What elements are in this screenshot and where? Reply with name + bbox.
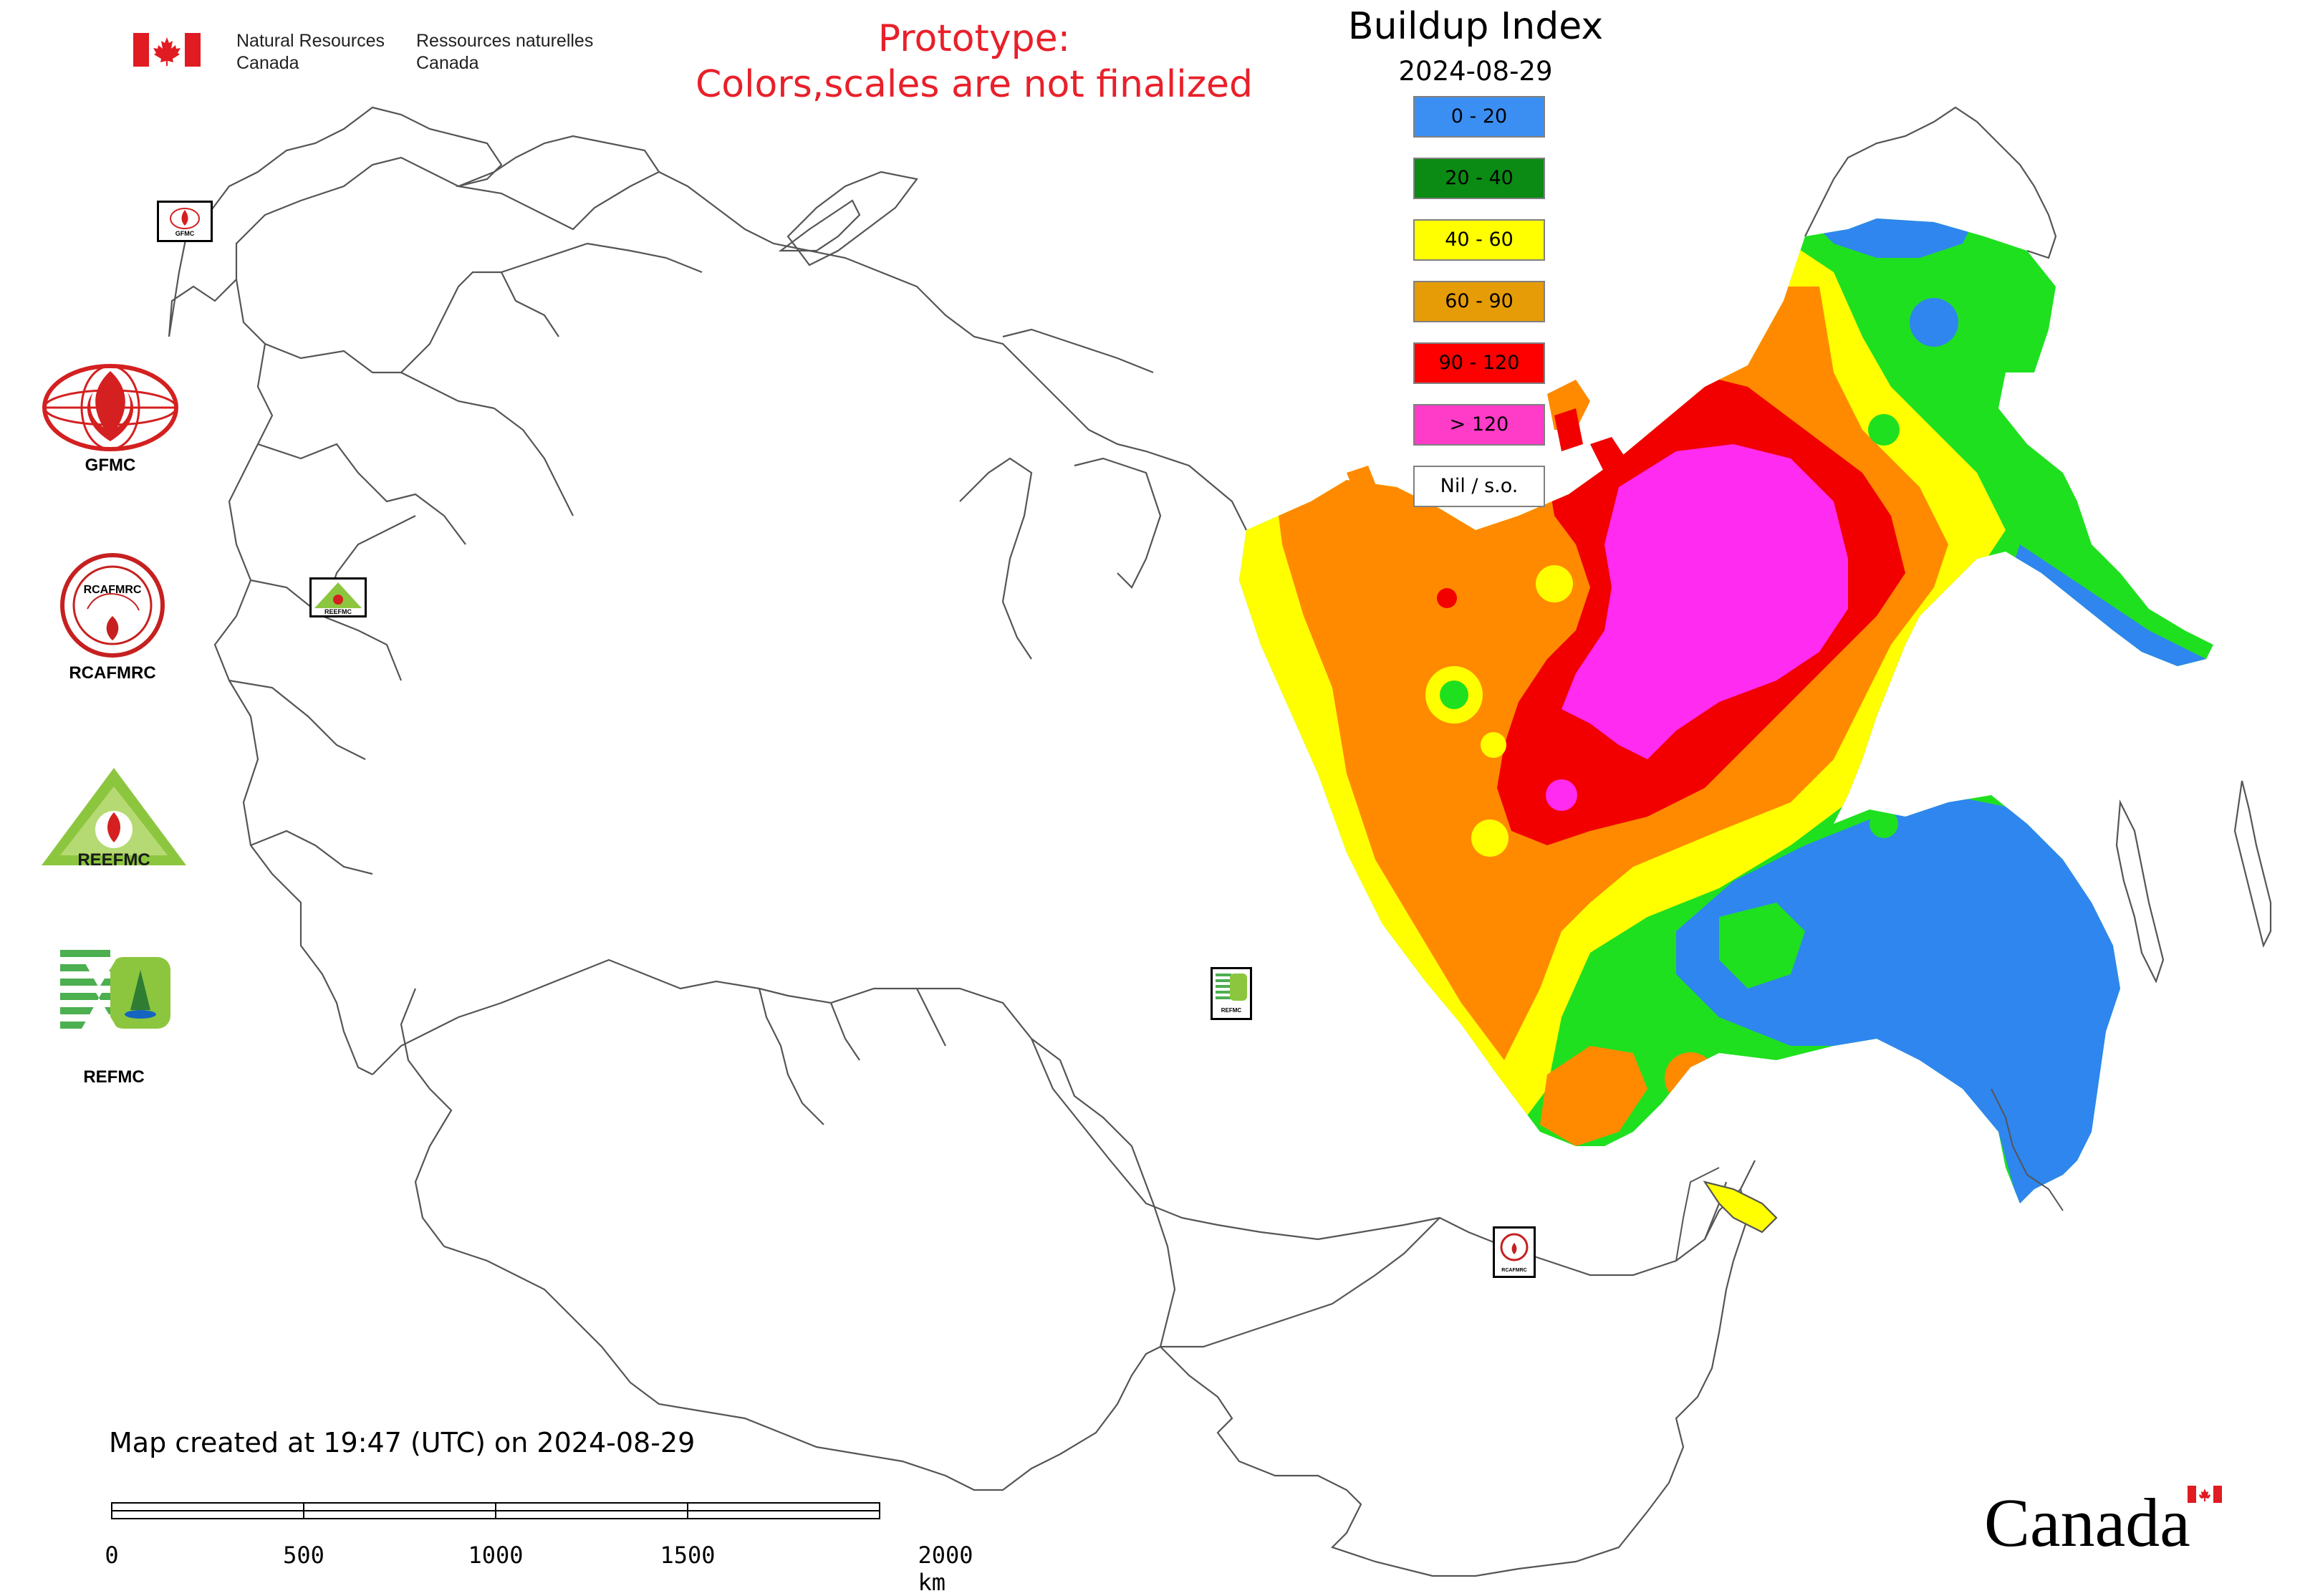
outline-kaz-east [1031, 1038, 1176, 1347]
outline-mongolia-south [1160, 1260, 1735, 1577]
buildup-index-raster [1239, 218, 2213, 1203]
refmc-logo [60, 946, 170, 1039]
outline-caspian-west [400, 988, 453, 1247]
outline-gydan [1074, 457, 1162, 589]
small-rcafmrc-text: RCAFMRC [1501, 1268, 1526, 1273]
data-region-outline [1675, 1167, 1720, 1261]
canada-wordmark: Canada [1984, 1483, 2228, 1562]
prototype-notice: Prototype: Colors,scales are not finaliz… [645, 16, 1304, 107]
map-title: Buildup Index [1347, 5, 1604, 48]
rcafmrc-inner-label: RCAFMRC [84, 584, 142, 596]
legend-item-40-60: 40 - 60 [1413, 219, 1545, 261]
legend-item-0-20: 0 - 20 [1413, 96, 1545, 138]
wordmark-flag-icon [2188, 1486, 2222, 1503]
scale-bar: 0 500 1000 1500 2000 km [105, 1497, 973, 1596]
small-gfmc-text: GFMC [175, 230, 195, 237]
outline-north-coast [658, 171, 1247, 531]
outline-sakhalin [2115, 799, 2165, 984]
legend: 0 - 20 20 - 40 40 - 60 60 - 90 90 - 120 … [1413, 96, 1545, 511]
legend-item-20-40: 20 - 40 [1413, 158, 1545, 199]
outline-chukotka [1804, 106, 2057, 259]
zone-gt-120 [1562, 444, 1848, 759]
outline-kola [455, 135, 660, 231]
scale-tick-1000: 1000 [468, 1542, 524, 1569]
prototype-line-1: Prototype: [877, 17, 1071, 60]
small-refmc-icon: REFMC [1216, 974, 1247, 1014]
refmc-label: REFMC [83, 1067, 145, 1087]
outline-west-border [213, 279, 373, 1075]
legend-item-60-90: 60 - 90 [1413, 281, 1545, 322]
canada-wordmark-text: Canada [1984, 1484, 2190, 1561]
zone-0-20-kamchatka [2006, 544, 2206, 673]
reefmc-wordmark: REEFMC [77, 850, 150, 870]
outline-mongolia [1160, 1217, 1440, 1348]
map-date: 2024-08-29 [1398, 56, 1553, 87]
zone-0-20-anadyr [1910, 298, 1958, 347]
gfmc-logo [42, 364, 178, 451]
outline-yamal [959, 457, 1033, 660]
outline-scandinavia [168, 106, 503, 337]
legend-item-gt-120: > 120 [1413, 404, 1545, 446]
zone-0-20-southeast [1676, 795, 2120, 1203]
reefmc-logo: REEFMC [42, 768, 186, 870]
small-refmc-text: REFMC [1221, 1007, 1242, 1014]
island-patch-orange-2 [1347, 466, 1382, 509]
prototype-line-2: Colors,scales are not finalized [695, 63, 1254, 106]
scale-tick-500: 500 [283, 1542, 324, 1569]
small-reefmc-marker: REEFMC [309, 577, 367, 617]
outline-novaya-zemlya [786, 170, 918, 266]
scale-tick-2000: 2000 km [918, 1542, 973, 1596]
small-rcafmrc-icon: RCAFMRC [1500, 1233, 1529, 1273]
rcafmrc-logo: RCAFMRC [60, 553, 165, 658]
department-name-en: Natural Resources Canada [236, 31, 385, 73]
outline-korea-border [1991, 1088, 2064, 1211]
legend-item-nil: Nil / s.o. [1413, 466, 1545, 507]
scale-bar-graphic [111, 1502, 880, 1519]
gfmc-label: GFMC [85, 456, 136, 475]
zone-gt-120-spot [1546, 779, 1577, 811]
scale-tick-0: 0 [105, 1542, 119, 1569]
scale-tick-1500: 1500 [660, 1542, 716, 1569]
nrcan-signature: Natural Resources Canada Ressources natu… [133, 26, 620, 76]
rcafmrc-label: RCAFMRC [69, 663, 156, 683]
small-refmc-marker: REFMC [1211, 967, 1252, 1020]
outline-kaz-south [443, 1245, 1161, 1491]
canada-wordmark-graphic: Canada [1984, 1484, 2222, 1561]
small-rcafmrc-marker: RCAFMRC [1493, 1226, 1536, 1278]
country-outlines [168, 106, 2272, 1577]
small-gfmc-marker: GFMC [157, 201, 213, 242]
map-created-note: Map created at 19:47 (UTC) on 2024-08-29 [109, 1427, 696, 1458]
small-gfmc-icon: GFMC [170, 208, 200, 237]
department-name-fr: Ressources naturelles Canada [416, 31, 594, 73]
canada-flag-icon [133, 33, 201, 67]
legend-item-90-120: 90 - 120 [1413, 342, 1545, 384]
island-patch-red [1590, 437, 1626, 473]
small-reefmc-text: REEFMC [324, 608, 352, 615]
small-reefmc-icon: REEFMC [314, 582, 362, 615]
